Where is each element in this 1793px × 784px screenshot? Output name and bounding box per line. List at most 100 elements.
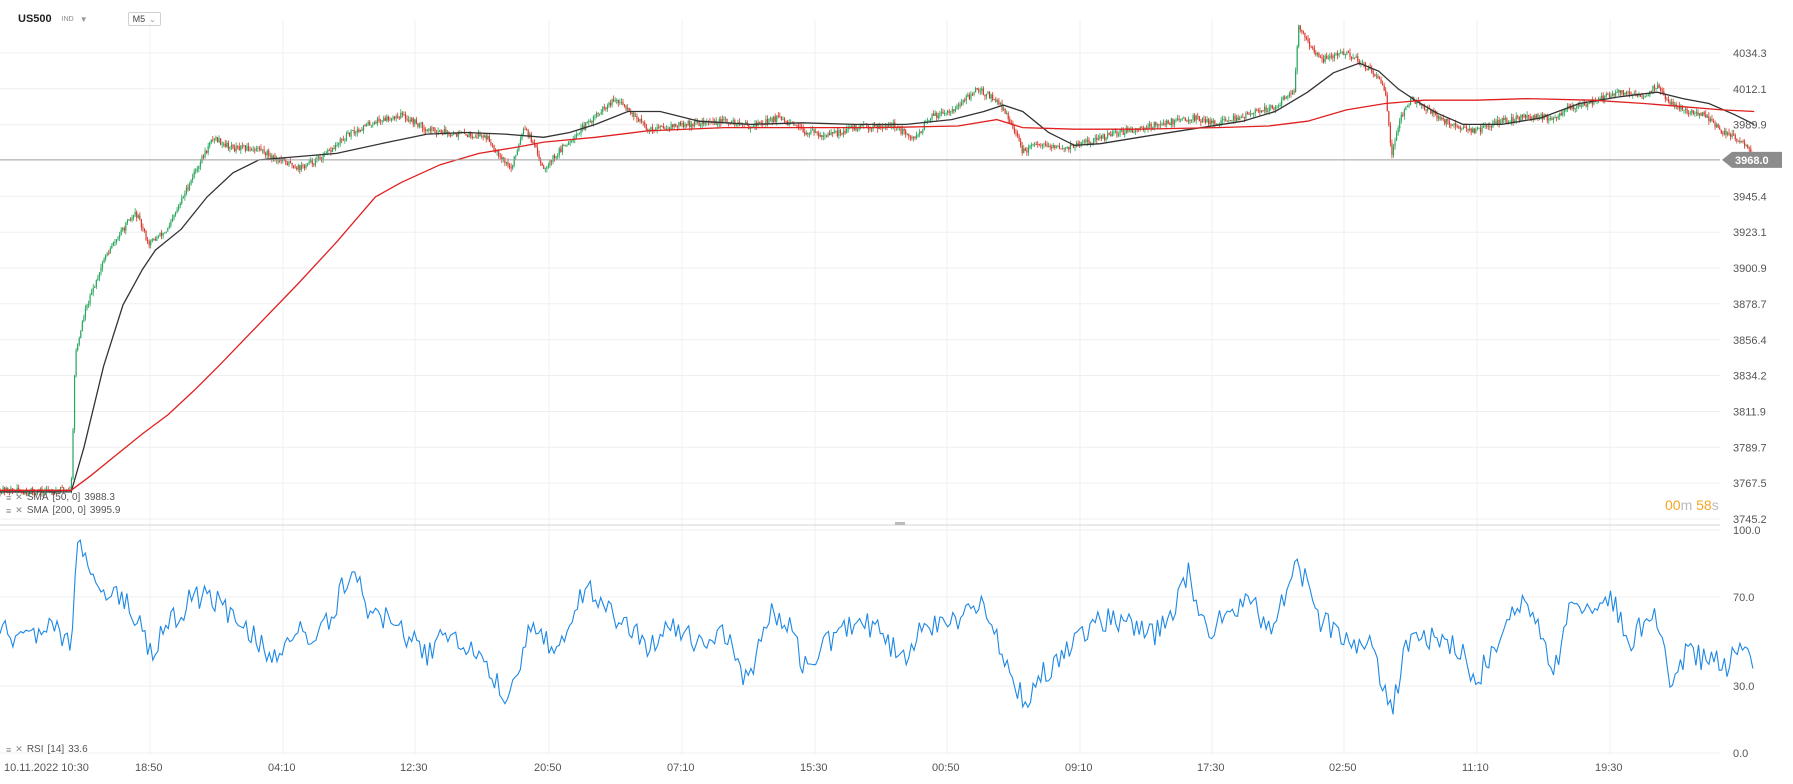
candle-body: [1130, 129, 1132, 132]
candle-body: [929, 118, 932, 121]
candle-body: [30, 488, 32, 491]
candle-body: [1672, 101, 1674, 106]
candle-body: [1397, 128, 1399, 134]
candle-body: [999, 103, 1002, 105]
rsi-tick-label: 0.0: [1733, 748, 1748, 760]
candle-body: [160, 232, 163, 236]
candle-body: [1719, 127, 1721, 130]
candle-body: [232, 145, 234, 149]
candle-body: [917, 134, 919, 136]
menu-icon[interactable]: ≡: [6, 492, 12, 503]
candle-body: [1447, 118, 1449, 122]
price-tick-label: 3856.4: [1733, 335, 1767, 347]
candle-body: [687, 121, 689, 126]
candle-body: [821, 134, 823, 137]
candle-body: [24, 491, 26, 495]
price-tick-label: 3745.2: [1733, 514, 1767, 526]
candle-body: [153, 238, 155, 240]
candle-body: [1215, 123, 1217, 125]
candle-body: [1077, 143, 1079, 145]
candle-body: [479, 133, 481, 137]
candle-body: [440, 130, 442, 134]
candle-body: [1548, 118, 1550, 121]
candle-body: [577, 133, 579, 135]
candle-body: [134, 212, 136, 216]
candle-body: [457, 131, 459, 137]
symbol-dropdown-icon[interactable]: ▼: [79, 14, 88, 24]
candle-body: [212, 139, 214, 141]
candle-body: [83, 316, 85, 322]
candle-body: [589, 120, 591, 122]
candle-body: [345, 134, 348, 141]
price-tick-label: 4034.3: [1733, 48, 1767, 60]
candle-body: [681, 122, 683, 126]
candle-body: [305, 164, 307, 168]
candle-body: [142, 227, 144, 229]
candle-body: [1377, 75, 1379, 79]
candle-body: [1702, 112, 1704, 117]
candle-body: [263, 149, 265, 154]
candle-body: [588, 120, 590, 123]
candle-body: [333, 147, 335, 150]
candle-body: [732, 120, 734, 122]
candle-body: [819, 134, 821, 137]
candle-body: [1125, 127, 1127, 134]
candle-body: [1576, 105, 1578, 109]
candle-body: [1197, 115, 1199, 117]
menu-icon[interactable]: ≡: [6, 744, 12, 755]
candle-body: [376, 118, 379, 124]
close-icon[interactable]: ✕: [15, 744, 23, 754]
candle-body: [953, 109, 955, 112]
candle-body: [1069, 144, 1071, 150]
price-tick-label: 3789.7: [1733, 442, 1767, 454]
symbol-name[interactable]: US500: [18, 13, 52, 25]
candle-body: [473, 137, 475, 139]
candle-body: [439, 130, 441, 132]
menu-icon[interactable]: ≡: [6, 505, 12, 516]
candle-body: [1322, 58, 1325, 62]
candle-body: [146, 239, 149, 242]
sma50-legend[interactable]: ≡ ✕ SMA [50, 0] 3988.3: [6, 492, 115, 503]
candle-body: [627, 107, 629, 110]
candle-body: [476, 136, 478, 138]
price-marker: 3968.0: [0, 151, 1782, 168]
candle-body: [1439, 116, 1441, 120]
candle-body: [364, 125, 366, 127]
candle-body: [546, 167, 548, 169]
candle-body: [1524, 114, 1527, 119]
candle-body: [1319, 57, 1322, 59]
candle-body: [1086, 139, 1089, 142]
candle-body: [659, 125, 661, 128]
candle-body: [237, 145, 239, 147]
sma200-legend[interactable]: ≡ ✕ SMA [200, 0] 3995.9: [6, 505, 120, 516]
candle-body: [1448, 121, 1451, 125]
candle-body: [776, 115, 778, 122]
candle-body: [1733, 133, 1735, 136]
rsi-legend[interactable]: ≡ ✕ RSI [14] 33.6: [6, 744, 88, 755]
candle-body: [106, 253, 108, 255]
symbol-toolbar: US500 IND ▼ M5 ⌄: [18, 12, 161, 26]
close-icon[interactable]: ✕: [15, 505, 23, 515]
candle-body: [580, 127, 582, 134]
candle-body: [148, 241, 150, 246]
candle-body: [724, 118, 727, 120]
candle-body: [996, 100, 998, 102]
pane-resize-handle[interactable]: [895, 522, 905, 525]
candle-body: [1251, 113, 1253, 115]
candle-body: [109, 248, 111, 254]
candle-body: [1110, 134, 1112, 137]
candle-body: [1020, 140, 1022, 146]
candle-body: [759, 121, 761, 123]
candle-body: [1242, 116, 1244, 118]
candle-body: [1529, 116, 1531, 119]
candle-body: [1444, 119, 1446, 124]
candle-body: [1327, 58, 1329, 59]
candle-body: [900, 127, 902, 134]
close-icon[interactable]: ✕: [15, 492, 23, 502]
candle-body: [314, 159, 316, 165]
timeframe-selector[interactable]: M5 ⌄: [127, 12, 161, 26]
candle-body: [872, 124, 874, 129]
candle-body: [1225, 119, 1227, 121]
